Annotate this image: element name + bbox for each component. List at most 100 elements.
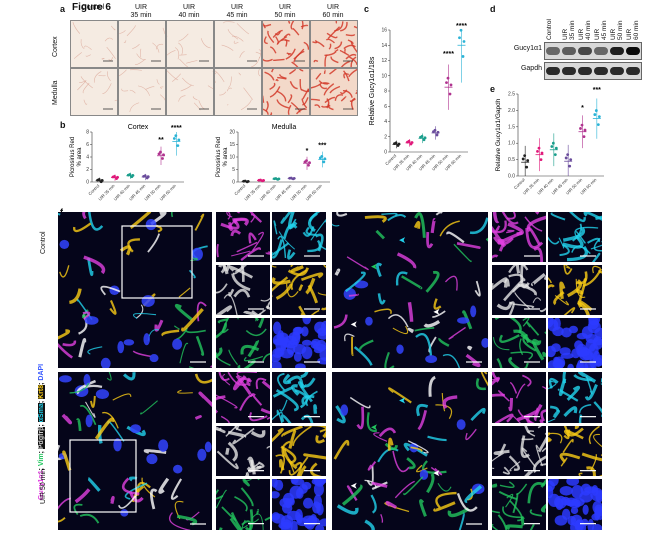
picrosirius-tile: [166, 20, 214, 68]
fluorescent-structure: [444, 275, 458, 291]
collagen-fibre: [114, 99, 117, 102]
fluorescent-structure: [85, 401, 96, 418]
collagen-fibre: [321, 104, 331, 108]
fluorescent-structure: [447, 507, 470, 518]
collagen-fibre: [243, 87, 253, 100]
collagen-fibre: [270, 46, 277, 54]
fluorescent-structure: [174, 325, 180, 330]
collagen-fibre: [303, 41, 309, 50]
fluorescent-structure: [512, 493, 519, 514]
collagen-fibre: [275, 78, 279, 82]
lane-label-line: 60 min: [633, 20, 640, 40]
fluorescent-structure: [140, 400, 158, 415]
fluorescent-structure: [533, 403, 543, 422]
fluorescent-structure: [245, 471, 250, 477]
fluorescent-structure: [527, 429, 536, 437]
panel-e-data-point: [568, 164, 572, 168]
fluorescent-structure: [336, 504, 359, 515]
panel-c-y-tick-label: 4: [384, 119, 387, 125]
picrosirius-texture: [167, 21, 211, 67]
fluorescent-structure: [294, 389, 308, 409]
fluorescent-structure: [593, 401, 602, 417]
fluorescent-structure: [407, 327, 415, 334]
collagen-fibre: [223, 21, 235, 24]
fluorescent-structure: [273, 220, 278, 235]
panel-b-y-label: Picrosirius Red: [70, 137, 76, 177]
collagen-fibre: [74, 52, 82, 59]
fluorescent-structure: [58, 329, 71, 340]
panel-e-data-point: [582, 135, 586, 139]
nucleus: [576, 332, 588, 340]
fluorescent-structure: [332, 223, 340, 227]
collagen-fibre: [293, 50, 305, 63]
fluorescent-structure: [110, 495, 115, 505]
fluorescent-structure: [387, 437, 394, 451]
panel-b-1-data-point: [289, 176, 293, 180]
panel-b-1-y-tick-label: 0: [232, 180, 235, 186]
collagen-fibre: [129, 102, 140, 113]
panel-a-column-header: UIR 45 min: [214, 4, 260, 20]
panel-b-1-data-point: [262, 178, 265, 182]
fluorescent-structure: [248, 232, 257, 244]
picrosirius-texture: [311, 69, 357, 111]
panel-d-lane-label: UIR 40 min: [578, 20, 592, 40]
fluorescent-structure: [508, 273, 524, 280]
fluorescent-structure: [243, 310, 258, 315]
column-header-line: 60 min: [322, 12, 344, 19]
fluorescent-structure: [240, 265, 245, 282]
collagen-fibre: [104, 37, 114, 42]
fluorescent-structure: [233, 288, 251, 298]
panel-b-1-category-label: UIR 60 min: [305, 183, 324, 202]
fluorescent-structure: [407, 440, 429, 454]
nucleus: [197, 448, 207, 461]
fluorescent-structure: [94, 417, 115, 440]
collagen-fibre: [238, 72, 241, 76]
collagen-fibre: [316, 40, 325, 48]
fluorescent-structure: [87, 476, 101, 492]
nucleus: [191, 247, 203, 261]
nucleus: [396, 344, 404, 354]
panel-f-channel-green: [216, 479, 270, 530]
collagen-fibre: [277, 76, 287, 80]
lane-label-line: 35 min: [569, 20, 576, 40]
nucleus: [272, 354, 281, 363]
fluorescent-structure: [442, 395, 458, 409]
fluorescent-structure: [277, 235, 287, 259]
panel-e-data-point: [551, 141, 555, 145]
fluorescent-structure: [548, 439, 550, 442]
fluorescent-structure: [539, 307, 546, 313]
fluorescent-structure: [592, 265, 601, 274]
panel-c-y-tick-label: 16: [381, 28, 387, 34]
fluorescent-structure: [216, 305, 233, 315]
panel-b-0-y-tick-label: 0: [86, 180, 89, 186]
panel-f-channel-blue-image: [272, 318, 326, 368]
collagen-fibre: [167, 50, 176, 56]
panel-b-0-y-tick-label: 8: [86, 130, 89, 136]
panel-d-band: [578, 47, 592, 55]
fluorescent-structure: [548, 431, 551, 436]
panel-f-channel-cyan: [272, 212, 326, 262]
fluorescent-structure: [226, 212, 233, 218]
panel-b-0-data-point: [162, 153, 165, 157]
fluorescent-structure: [210, 364, 212, 368]
fluorescent-structure: [525, 321, 540, 336]
nucleus: [272, 321, 282, 335]
collagen-fibre: [178, 42, 183, 55]
fluorescent-structure: [537, 425, 542, 429]
fluorescent-structure: [129, 212, 152, 230]
fluorescent-structure: [79, 404, 97, 426]
panel-f-zoom-image: [332, 212, 488, 368]
panel-c-y-tick-label: 14: [381, 43, 387, 49]
fluorescent-structure: [298, 305, 306, 315]
fluorescent-structure: [512, 415, 521, 423]
fluorescent-structure: [229, 518, 242, 530]
fluorescent-structure: [415, 333, 433, 356]
fluorescent-structure: [508, 455, 520, 471]
fluorescent-structure: [74, 488, 91, 504]
collagen-fibre: [233, 40, 239, 44]
panel-c-data-point: [420, 134, 424, 138]
fluorescent-structure: [61, 413, 72, 425]
fluorescent-structure: [62, 340, 77, 347]
collagen-fibre: [178, 33, 189, 42]
panel-f-channel-green: [216, 318, 270, 368]
